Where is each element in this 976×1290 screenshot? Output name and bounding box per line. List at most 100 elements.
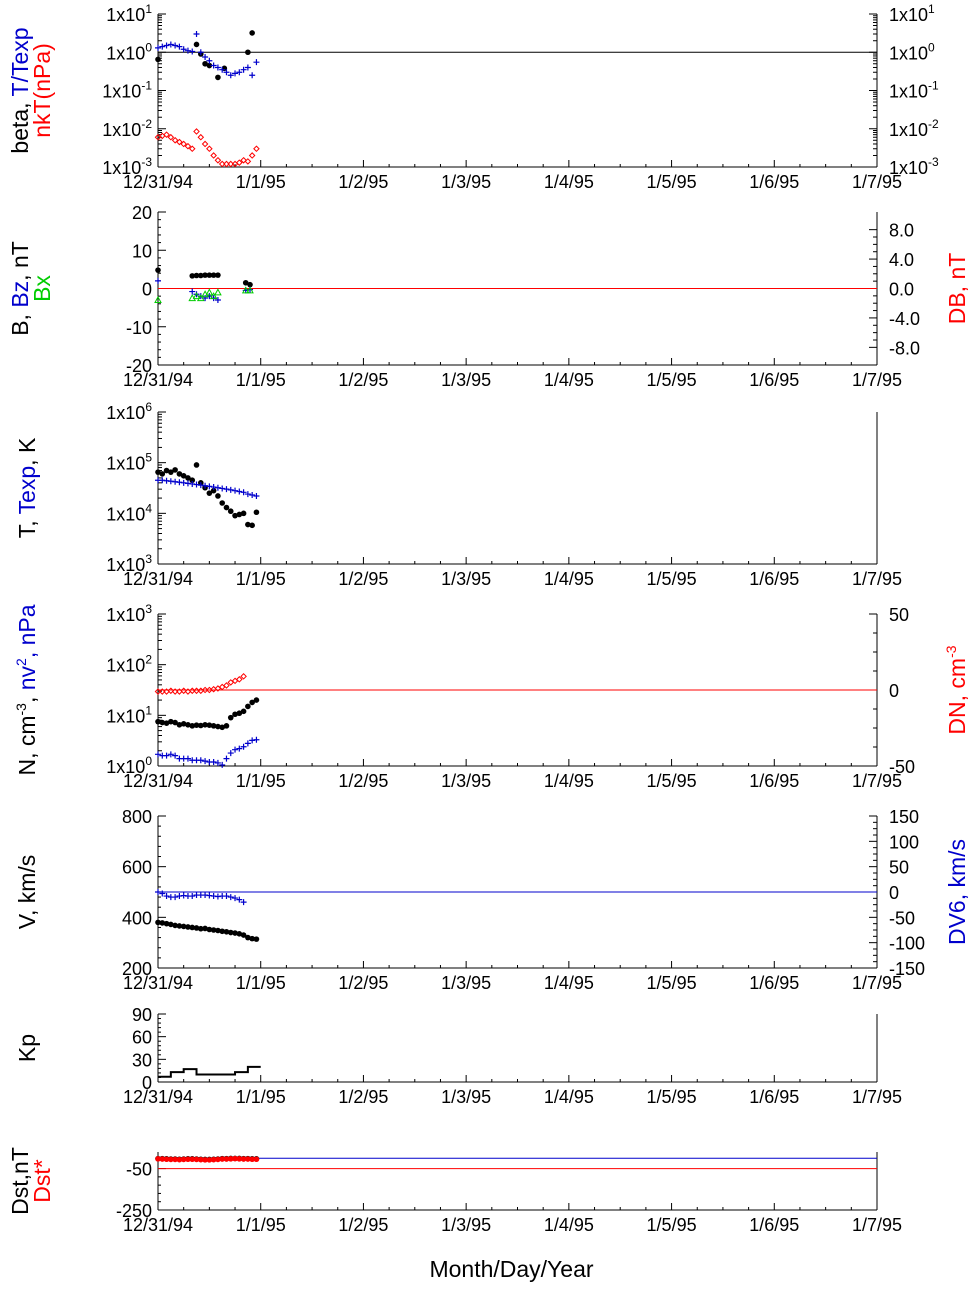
data-point: [240, 156, 247, 164]
data-point: [210, 62, 217, 69]
y-tick-label: 0: [142, 280, 152, 300]
y-tick-label: -20: [126, 356, 152, 376]
data-point: [155, 919, 161, 926]
tick-mantissa: 1x10: [889, 5, 928, 25]
x-tick-label: 1/1/95: [236, 370, 286, 390]
x-tick-label: 1/2/95: [338, 973, 388, 993]
left-axis-label-line: V, km/s: [14, 855, 40, 930]
data-point: [202, 722, 208, 728]
data-point: [155, 718, 161, 725]
data-point: [236, 69, 243, 76]
series-DV6: [155, 889, 247, 906]
x-tick-label: 1/5/95: [647, 370, 697, 390]
tick-exponent: -3: [141, 155, 152, 169]
tick-exponent: -1: [141, 79, 152, 93]
data-point: [219, 928, 225, 935]
data-point: [172, 719, 178, 726]
x-tick-label: 1/3/95: [441, 1215, 491, 1235]
data-point: [249, 522, 255, 529]
x-tick-label: 1/7/95: [852, 569, 902, 589]
data-point: [236, 511, 243, 518]
label-segment: B,: [7, 308, 33, 336]
data-point: [193, 128, 200, 135]
data-point: [206, 62, 213, 69]
data-point: [232, 487, 239, 494]
data-point: [184, 142, 192, 150]
x-tick-label: 1/2/95: [338, 771, 388, 791]
data-point: [219, 66, 226, 73]
data-point: [197, 925, 204, 932]
x-tick-label: 12/31/94: [123, 1215, 193, 1235]
y-tick-label-right: -50: [889, 757, 915, 777]
data-point: [159, 719, 166, 726]
label-segment: N, cm: [14, 715, 40, 775]
x-tick-label: 1/4/95: [544, 1215, 594, 1235]
data-point: [189, 723, 196, 729]
tick-mantissa: 1x10: [106, 656, 145, 676]
series-Dst*: [155, 1155, 260, 1163]
series-N: [155, 697, 260, 731]
tick-exponent: 3: [145, 552, 152, 566]
series-B: [155, 267, 253, 288]
tick-mantissa: 1x10: [889, 82, 928, 102]
data-point: [176, 722, 183, 728]
y-tick-label: 1x104: [106, 501, 152, 524]
data-point: [253, 59, 260, 66]
data-point: [155, 889, 161, 895]
x-tick-label: 12/31/94: [123, 370, 193, 390]
right-axis-label-line: DV6, km/s: [944, 839, 970, 945]
x-tick-label: 12/31/94: [123, 973, 193, 993]
data-point: [215, 493, 221, 499]
data-point: [223, 928, 230, 935]
data-point: [253, 936, 260, 942]
data-point: [206, 483, 213, 490]
left-axis-label-line: N, cm-3​, nv2​, nPa: [13, 604, 40, 775]
x-tick-label: 12/31/94: [123, 1087, 193, 1107]
x-tick-label: 1/6/95: [749, 569, 799, 589]
data-point: [210, 295, 217, 302]
data-point: [240, 1156, 247, 1162]
data-point: [223, 69, 230, 76]
data-point: [241, 286, 250, 294]
data-point: [159, 890, 166, 897]
data-point: [232, 1155, 238, 1162]
y-tick-label: 60: [132, 1028, 152, 1048]
data-point: [176, 138, 183, 146]
data-point: [155, 751, 161, 758]
data-point: [197, 757, 204, 764]
tick-mantissa: 1x10: [106, 605, 145, 625]
label-segment: V, km/s: [14, 855, 40, 930]
data-point: [189, 893, 196, 900]
x-tick-label: 1/5/95: [647, 172, 697, 192]
data-point: [236, 488, 243, 495]
data-point: [193, 272, 200, 279]
y-tick-label-right: 100: [889, 832, 919, 852]
data-point: [240, 489, 247, 496]
y-tick-label-right: 8.0: [889, 221, 914, 241]
right-axis-label-line: DB, nT: [944, 253, 970, 325]
y-tick-label-right: 1x100: [889, 40, 935, 63]
data-point: [210, 758, 217, 765]
tick-exponent: 6: [145, 400, 152, 414]
data-point: [210, 487, 217, 494]
data-point: [176, 43, 183, 50]
data-point: [197, 49, 204, 56]
series-V: [155, 919, 260, 942]
data-point: [227, 929, 234, 936]
y-tick-label: 600: [122, 858, 152, 878]
panel-B: 12/31/94 1/1/95 1/2/95 1/3/95 1/4/95 1/5/95 1/…: [123, 203, 920, 390]
data-point: [168, 718, 174, 725]
x-tick-label: 1/1/95: [236, 1087, 286, 1107]
left-axis-label-line: Dst*: [29, 1159, 55, 1203]
data-point: [219, 1156, 225, 1162]
x-tick-label: 1/2/95: [338, 1087, 388, 1107]
data-point: [249, 1156, 255, 1163]
x-tick-label: 1/5/95: [647, 1087, 697, 1107]
x-tick-label: 1/3/95: [441, 1087, 491, 1107]
tick-mantissa: 1x10: [106, 454, 145, 474]
data-point: [155, 469, 161, 475]
tick-exponent: 5: [145, 451, 152, 465]
data-point: [189, 477, 196, 484]
data-point: [223, 755, 230, 762]
data-point: [227, 160, 235, 168]
